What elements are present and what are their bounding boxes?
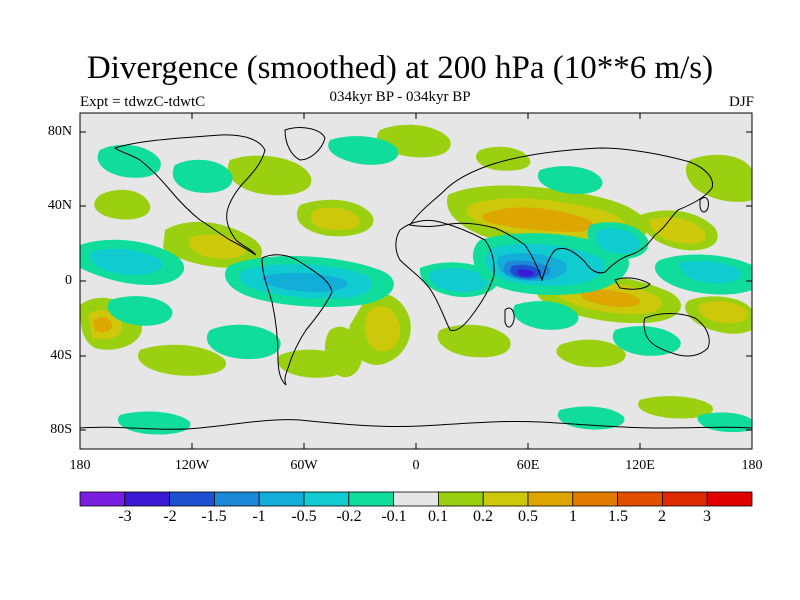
colorbar-swatch (303, 491, 350, 507)
coastline-africa-eurasia (395, 219, 495, 331)
contour-patch (649, 217, 706, 244)
colorbar-label: 1.5 (608, 508, 628, 525)
contour-patch (595, 228, 641, 254)
colorbar-swatch (169, 491, 215, 507)
coastline-antarctica (80, 419, 752, 430)
map-title: Divergence (smoothed) at 200 hPa (10**6 … (86, 50, 714, 86)
colorbar-swatch (572, 491, 618, 507)
colorbar-swatch (124, 491, 171, 507)
contour-patch (482, 207, 594, 232)
coastline-madagascar (504, 307, 515, 328)
coastline-south-america (261, 254, 333, 386)
contour-patch (97, 144, 161, 178)
contour-patch (513, 301, 579, 330)
contour-patch (612, 326, 681, 356)
colorbar-label: -0.1 (381, 508, 407, 525)
colorbar-label: -2 (163, 508, 177, 525)
colorbar-label: 0.1 (428, 508, 448, 525)
season-label: DJF (728, 94, 754, 110)
contour-patch (437, 324, 511, 358)
colorbar-label: 0.5 (518, 508, 538, 525)
colorbar-swatch (706, 491, 753, 507)
colorbar-label: 0.2 (473, 508, 493, 525)
colorbar-swatch (662, 491, 708, 507)
colorbar-swatch (348, 491, 394, 507)
contour-patch (679, 260, 741, 284)
contour-patch (261, 272, 348, 292)
contour-patch (685, 154, 752, 202)
coastline-japan (699, 197, 709, 213)
contour-patch (227, 155, 312, 196)
coastline-australia (643, 313, 710, 357)
colorbar-swatch (393, 491, 439, 507)
colorbar-swatch (258, 491, 305, 507)
colorbar-swatch (213, 491, 260, 507)
lat-tick-label: 80N (47, 124, 72, 139)
lon-tick-label: 180 (741, 458, 763, 473)
contour-patch (93, 317, 112, 333)
colorbar-label: 2 (658, 508, 666, 525)
colorbar-label: -3 (118, 508, 132, 525)
colorbar-label: 3 (703, 508, 711, 525)
colorbar-label: -0.2 (336, 508, 362, 525)
colorbar-label: -0.5 (291, 508, 317, 525)
experiment-label: Expt = tdwzC-tdwtC (80, 94, 206, 110)
lat-tick-label: 0 (65, 273, 72, 288)
lat-tick-label: 40S (50, 348, 72, 363)
colorbar-swatch (617, 491, 663, 507)
lat-tick-label: 40N (47, 198, 72, 213)
colorbar (79, 491, 753, 507)
colorbar-swatch (527, 491, 574, 507)
positive-divergence-patches (80, 124, 752, 419)
contour-patch (94, 189, 151, 220)
colorbar-label: 1 (569, 508, 577, 525)
contour-patch (89, 248, 162, 276)
contour-patch (580, 289, 641, 308)
contour-patch (517, 269, 534, 277)
contour-patch (107, 296, 173, 326)
colorbar-label: -1 (252, 508, 266, 525)
contour-patch (698, 301, 749, 324)
lat-tick-label: 80S (50, 422, 72, 437)
coastline-layer (80, 127, 752, 430)
colorbar-label: -1.5 (201, 508, 227, 525)
contour-patch (556, 339, 626, 368)
lon-tick-label: 0 (412, 458, 420, 473)
lon-tick-label: 120E (625, 458, 655, 473)
contour-patch (364, 306, 401, 352)
colorbar-swatch (482, 491, 529, 507)
contour-patch (537, 166, 603, 194)
contour-patch (138, 344, 227, 376)
coastline-greenland (284, 127, 326, 161)
contour-patch (310, 207, 361, 231)
contour-patch (206, 324, 281, 360)
coastline-europe-asia (409, 147, 714, 282)
period-label: 034kyr BP - 034kyr BP (329, 89, 471, 105)
contour-fill-layer (80, 124, 752, 435)
contour-patch (277, 349, 349, 378)
colorbar-swatch (437, 491, 484, 507)
contour-patch (328, 136, 399, 165)
contour-patch (429, 268, 488, 293)
colorbar-swatch (79, 491, 126, 507)
coastline-indonesia (614, 277, 651, 290)
lon-tick-label: 120W (174, 458, 210, 473)
lon-tick-label: 180 (69, 458, 91, 473)
coastline-north-america (113, 134, 266, 256)
axis-ticks (79, 113, 753, 449)
contour-patch (172, 159, 233, 193)
contour-patch (638, 396, 713, 419)
lon-tick-label: 60W (290, 458, 318, 473)
lon-tick-label: 60E (516, 458, 540, 473)
negative-divergence-patches (80, 136, 752, 435)
